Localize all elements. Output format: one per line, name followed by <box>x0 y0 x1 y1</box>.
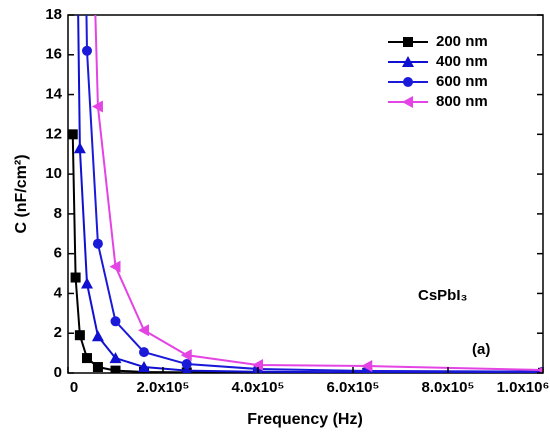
marker <box>91 330 104 342</box>
legend-marker <box>402 56 414 67</box>
y-tick-label: 2 <box>54 324 62 341</box>
legend-marker <box>403 37 413 47</box>
annotation: CsPbI₃ <box>418 287 468 304</box>
legend-label: 400 nm <box>436 53 488 70</box>
marker <box>73 142 86 154</box>
marker <box>109 352 122 364</box>
marker <box>82 45 92 56</box>
y-tick-label: 12 <box>45 125 62 142</box>
series-line <box>77 15 543 373</box>
y-tick-label: 18 <box>45 6 62 23</box>
series-line <box>94 15 543 372</box>
y-tick-label: 4 <box>54 284 63 301</box>
marker <box>138 361 150 373</box>
marker <box>361 360 373 373</box>
legend-label: 200 nm <box>436 33 488 50</box>
series-line <box>71 134 543 373</box>
marker <box>138 324 149 337</box>
y-tick-label: 8 <box>54 205 62 222</box>
marker <box>92 362 103 373</box>
marker <box>92 238 103 249</box>
x-tick-label: 4.0x10⁵ <box>232 379 285 396</box>
x-tick-label: 0 <box>70 379 78 396</box>
legend-marker <box>403 77 413 87</box>
x-tick-label: 6.0x10⁵ <box>327 379 380 396</box>
marker <box>74 330 85 341</box>
marker <box>110 316 121 327</box>
marker <box>91 100 103 113</box>
legend-label: 800 nm <box>436 93 488 110</box>
marker <box>82 353 92 364</box>
x-tick-label: 8.0x10⁵ <box>422 379 475 396</box>
y-axis-label: C (nF/cm²) <box>13 154 30 233</box>
y-tick-label: 14 <box>45 86 62 103</box>
x-axis-label: Frequency (Hz) <box>247 411 363 428</box>
marker <box>537 366 543 373</box>
annotation: (a) <box>472 341 490 358</box>
y-tick-label: 6 <box>54 245 62 262</box>
y-tick-label: 0 <box>54 364 62 381</box>
legend-label: 600 nm <box>436 73 488 90</box>
marker <box>181 359 192 370</box>
marker <box>109 260 121 273</box>
legend-marker <box>402 96 413 108</box>
marker <box>252 359 263 372</box>
y-tick-label: 16 <box>45 46 62 63</box>
marker <box>110 365 121 373</box>
marker <box>180 349 192 362</box>
y-tick-label: 10 <box>45 165 62 182</box>
marker <box>70 272 81 283</box>
marker <box>81 277 93 289</box>
x-tick-label: 2.0x10⁵ <box>137 379 190 396</box>
marker <box>139 347 149 358</box>
x-tick-label: 1.0x10⁶ <box>497 379 550 396</box>
